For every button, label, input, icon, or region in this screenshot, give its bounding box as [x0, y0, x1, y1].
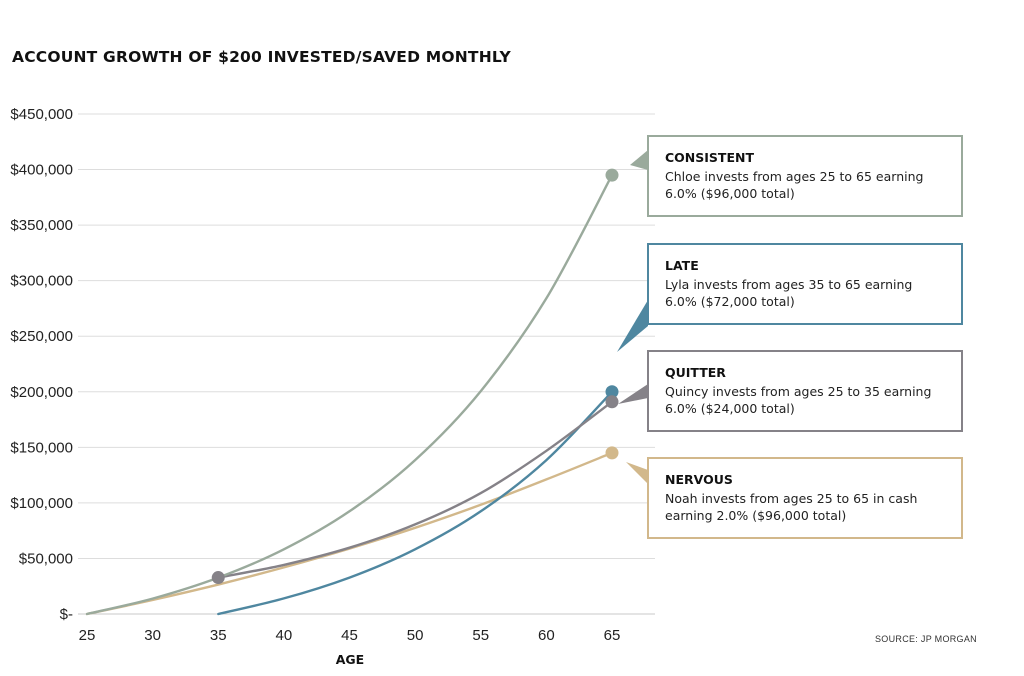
series-line-nervous — [85, 451, 614, 616]
callout-title: LATE — [665, 258, 699, 273]
x-tick-label: 55 — [472, 627, 489, 644]
x-tick-label: 35 — [210, 627, 227, 644]
callout-title: QUITTER — [665, 365, 726, 380]
y-tick-label: $350,000 — [10, 217, 73, 234]
x-tick-label: 50 — [407, 627, 424, 644]
x-tick-label: 30 — [144, 627, 161, 644]
chart-title: ACCOUNT GROWTH OF $200 INVESTED/SAVED MO… — [12, 48, 511, 66]
callout-nervous: NERVOUS Noah invests from ages 25 to 65 … — [647, 457, 963, 539]
series-marker-quitter — [211, 571, 225, 585]
series-line-consistent — [85, 173, 614, 616]
y-tick-label: $150,000 — [10, 439, 73, 456]
x-tick-label: 25 — [79, 627, 96, 644]
y-tick-label: $- — [60, 606, 73, 623]
pointer-nervous — [626, 462, 648, 484]
series-marker-quitter — [605, 395, 619, 409]
callout-consistent: CONSISTENT Chloe invests from ages 25 to… — [647, 135, 963, 217]
callout-quitter: QUITTER Quincy invests from ages 25 to 3… — [647, 350, 963, 432]
callout-late: LATE Lyla invests from ages 35 to 65 ear… — [647, 243, 963, 325]
source-note: SOURCE: JP MORGAN — [875, 634, 977, 644]
y-tick-label: $450,000 — [10, 106, 73, 123]
x-tick-label: 45 — [341, 627, 358, 644]
pointer-late — [617, 300, 648, 352]
pointer-quitter — [618, 384, 648, 404]
series-line-quitter — [217, 400, 614, 579]
callout-text: Quincy invests from ages 25 to 35 earnin… — [665, 384, 932, 416]
callout-text: Chloe invests from ages 25 to 65 earning… — [665, 169, 924, 201]
series-marker-consistent — [605, 168, 619, 182]
x-tick-label: 60 — [538, 627, 555, 644]
y-tick-label: $100,000 — [10, 495, 73, 512]
y-tick-label: $50,000 — [19, 550, 73, 567]
x-tick-label: 65 — [604, 627, 621, 644]
series-line-late — [217, 390, 614, 616]
pointer-consistent — [630, 150, 648, 170]
series-markers — [211, 168, 619, 585]
x-axis-label: AGE — [336, 652, 364, 667]
y-axis-ticks: $- $50,000 $100,000 $150,000 $200,000 $250,00… — [10, 106, 73, 623]
callout-text: Lyla invests from ages 35 to 65 earning … — [665, 277, 913, 309]
x-axis-ticks: 25 30 35 40 45 50 55 60 65 — [79, 627, 621, 644]
callout-title: NERVOUS — [665, 472, 733, 487]
callout-pointers — [617, 150, 648, 484]
x-tick-label: 40 — [276, 627, 293, 644]
callout-text: Noah invests from ages 25 to 65 in cash … — [665, 491, 918, 523]
series-marker-late — [605, 385, 619, 399]
y-tick-label: $300,000 — [10, 273, 73, 290]
series-marker-nervous — [605, 446, 619, 460]
callout-title: CONSISTENT — [665, 150, 754, 165]
series-lines — [85, 173, 614, 616]
y-tick-label: $250,000 — [10, 328, 73, 345]
gridlines — [78, 113, 655, 615]
y-tick-label: $400,000 — [10, 162, 73, 179]
y-tick-label: $200,000 — [10, 384, 73, 401]
